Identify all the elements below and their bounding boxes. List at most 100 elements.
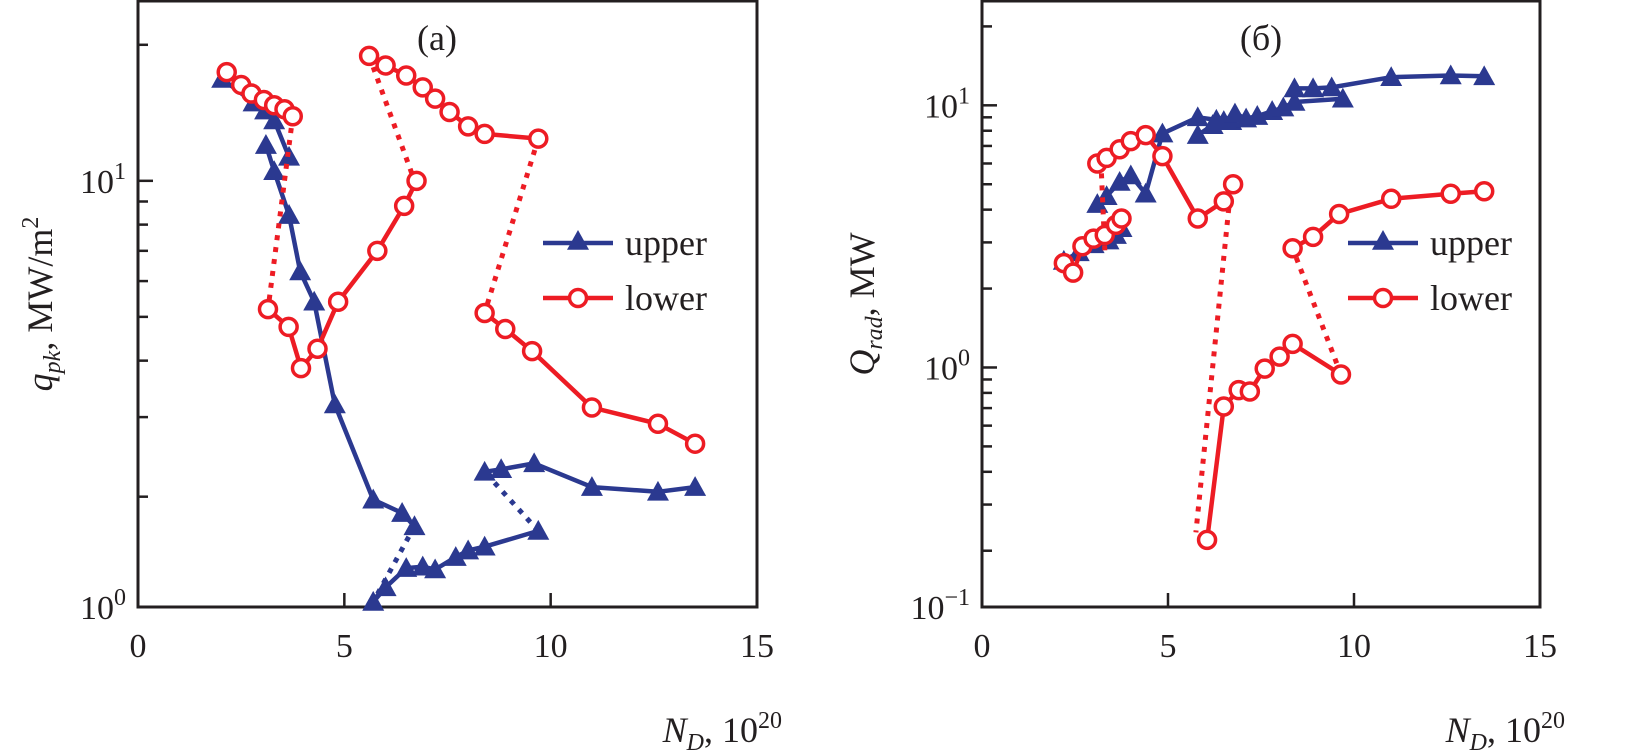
series-line-upper-dotted xyxy=(482,470,541,533)
data-point-lower xyxy=(1135,124,1156,146)
data-point-lower xyxy=(581,397,603,418)
data-point-lower xyxy=(1269,346,1290,367)
y-tick-label: 100 xyxy=(924,345,970,387)
data-point-lower xyxy=(521,340,543,362)
y-tick-base: 10 xyxy=(924,88,958,125)
x-tick-label: 15 xyxy=(740,628,774,665)
data-point-lower xyxy=(327,291,349,313)
plot-frame xyxy=(980,0,1542,609)
data-point-lower xyxy=(1380,188,1402,210)
y-tick-label: 101 xyxy=(924,83,970,125)
y-tick-base: 10 xyxy=(924,350,958,387)
data-point-upper xyxy=(362,590,385,611)
data-point-upper xyxy=(424,558,447,579)
x-tick-label: 10 xyxy=(1337,628,1371,665)
data-point-lower xyxy=(406,170,427,192)
x-axis-subscript: D xyxy=(686,730,704,752)
y-tick-label: 100 xyxy=(80,585,126,627)
x-axis-title: ND, 1020 xyxy=(1445,708,1565,752)
data-point-upper xyxy=(473,535,496,556)
y-tick-exponent: −1 xyxy=(944,585,970,611)
x-axis-superscript: 20 xyxy=(758,708,782,734)
data-point-lower xyxy=(1187,208,1209,229)
data-point-upper xyxy=(473,460,496,481)
data-point-lower xyxy=(474,302,495,324)
data-point-lower xyxy=(307,338,328,360)
series-upper xyxy=(211,68,707,611)
y-tick-exponent: 1 xyxy=(114,159,126,185)
data-point-lower xyxy=(367,240,388,262)
y-axis-subscript: rad xyxy=(862,315,888,349)
y-tick-base: 10 xyxy=(80,590,114,627)
data-point-lower xyxy=(1196,529,1218,551)
data-point-upper xyxy=(580,476,603,496)
y-axis-unit: , MW xyxy=(842,232,882,316)
series-line-lower xyxy=(1204,341,1343,541)
x-tick-label: 10 xyxy=(534,628,568,665)
data-point-lower xyxy=(216,61,237,83)
data-point-lower xyxy=(1111,208,1132,229)
data-point-upper xyxy=(1186,124,1209,144)
data-point-upper xyxy=(490,458,513,479)
data-point-upper xyxy=(1283,77,1306,98)
data-point-upper xyxy=(1302,77,1325,98)
data-point-upper xyxy=(1108,170,1131,191)
y-axis-subscript: pk xyxy=(40,350,66,375)
x-axis-symbol: N xyxy=(1445,710,1472,750)
data-point-lower xyxy=(457,116,479,137)
x-tick-label: 5 xyxy=(336,628,353,665)
data-point-upper xyxy=(1223,102,1246,123)
data-point-upper xyxy=(1134,182,1157,203)
data-point-upper xyxy=(1212,110,1235,130)
data-point-upper xyxy=(1283,90,1306,111)
y-axis-symbol: q xyxy=(20,373,60,391)
data-point-upper xyxy=(289,260,312,281)
data-point-upper xyxy=(1473,65,1496,86)
data-point-upper xyxy=(323,393,346,414)
data-point-upper xyxy=(403,515,426,536)
data-point-lower xyxy=(1328,203,1350,225)
x-tick-label: 0 xyxy=(974,628,991,665)
data-point-lower xyxy=(290,357,312,379)
data-point-lower xyxy=(1254,358,1275,379)
y-tick-base: 10 xyxy=(80,164,114,201)
data-point-lower xyxy=(257,298,279,320)
legend-label-lower: lower xyxy=(1430,278,1512,318)
series-line-lower-dotted xyxy=(1193,183,1234,533)
x-axis-unit: , 10 xyxy=(1487,710,1541,750)
data-point-lower xyxy=(1282,333,1303,355)
data-point-upper xyxy=(1331,87,1354,108)
y-tick-exponent: 1 xyxy=(958,83,970,109)
data-point-upper xyxy=(362,488,385,509)
data-point-upper xyxy=(263,160,286,181)
data-point-lower xyxy=(1222,173,1244,195)
x-axis-superscript: 20 xyxy=(1541,708,1565,734)
y-tick-label: 10−1 xyxy=(910,585,970,627)
data-point-upper xyxy=(646,480,669,501)
data-point-upper xyxy=(457,539,480,560)
x-axis-unit: , 10 xyxy=(704,710,758,750)
legend-label-upper: upper xyxy=(1430,223,1512,263)
data-point-lower xyxy=(439,101,460,123)
y-axis-superscript: 2 xyxy=(18,217,44,229)
legend-label-upper: upper xyxy=(625,223,707,263)
data-point-lower xyxy=(395,65,417,86)
data-point-lower xyxy=(1239,381,1261,402)
data-point-upper xyxy=(527,519,550,540)
data-point-upper xyxy=(254,134,277,154)
y-axis-title: Qrad, MW xyxy=(842,232,888,375)
data-point-upper xyxy=(411,555,434,576)
data-point-upper xyxy=(391,502,414,522)
data-point-lower xyxy=(684,433,706,454)
data-point-upper xyxy=(684,476,707,496)
legend-marker-upper xyxy=(1372,230,1394,250)
data-point-lower xyxy=(412,77,433,98)
series-lower xyxy=(1053,124,1495,551)
data-point-lower xyxy=(278,316,299,338)
series-line-lower-dotted xyxy=(265,115,296,310)
data-point-lower xyxy=(1152,145,1173,167)
data-point-lower xyxy=(474,123,495,145)
